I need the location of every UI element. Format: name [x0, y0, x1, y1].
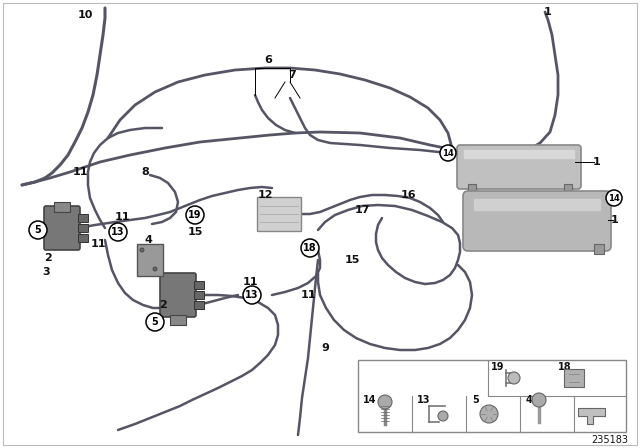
- Circle shape: [153, 267, 157, 271]
- Bar: [564, 184, 572, 192]
- Text: 13: 13: [111, 227, 125, 237]
- Text: 2: 2: [44, 253, 52, 263]
- Text: 1: 1: [593, 157, 601, 167]
- Circle shape: [243, 286, 261, 304]
- FancyBboxPatch shape: [564, 369, 584, 387]
- Bar: [358, 360, 626, 432]
- FancyBboxPatch shape: [257, 197, 301, 231]
- Circle shape: [186, 206, 204, 224]
- Text: 235183: 235183: [591, 435, 628, 445]
- Polygon shape: [464, 150, 574, 158]
- Text: 11: 11: [90, 239, 106, 249]
- FancyBboxPatch shape: [44, 206, 80, 250]
- Text: 13: 13: [417, 395, 431, 405]
- Text: 11: 11: [72, 167, 88, 177]
- Polygon shape: [474, 199, 600, 210]
- Bar: [54, 202, 70, 212]
- Text: 10: 10: [77, 10, 93, 20]
- Text: 4: 4: [144, 235, 152, 245]
- Text: 11: 11: [300, 290, 316, 300]
- Circle shape: [301, 239, 319, 257]
- Text: 15: 15: [188, 227, 203, 237]
- Circle shape: [606, 190, 622, 206]
- Text: 14: 14: [442, 148, 454, 158]
- Text: 2: 2: [159, 300, 167, 310]
- Bar: [78, 234, 88, 242]
- Text: 19: 19: [491, 362, 504, 372]
- Text: 12: 12: [257, 190, 273, 200]
- Circle shape: [480, 405, 498, 423]
- Text: 1: 1: [544, 7, 552, 17]
- Circle shape: [146, 313, 164, 331]
- Text: 16: 16: [400, 190, 416, 200]
- Text: 19: 19: [188, 210, 202, 220]
- Circle shape: [438, 411, 448, 421]
- FancyBboxPatch shape: [457, 145, 581, 189]
- Text: 14: 14: [608, 194, 620, 202]
- Polygon shape: [578, 408, 605, 424]
- Bar: [194, 301, 204, 309]
- Text: 4: 4: [526, 395, 532, 405]
- Circle shape: [140, 248, 144, 252]
- Bar: [170, 315, 186, 325]
- Text: 8: 8: [141, 167, 149, 177]
- Text: 1: 1: [611, 215, 619, 225]
- FancyBboxPatch shape: [463, 191, 611, 251]
- Bar: [78, 224, 88, 232]
- Circle shape: [29, 221, 47, 239]
- Text: 13: 13: [245, 290, 259, 300]
- Text: 7: 7: [288, 70, 296, 80]
- Bar: [468, 184, 476, 192]
- Text: 18: 18: [558, 362, 572, 372]
- Circle shape: [508, 372, 520, 384]
- Text: 9: 9: [321, 343, 329, 353]
- Bar: [594, 244, 604, 254]
- Text: 11: 11: [115, 212, 130, 222]
- Text: 15: 15: [344, 255, 360, 265]
- Text: 11: 11: [243, 277, 258, 287]
- Text: 14: 14: [363, 395, 376, 405]
- Bar: [194, 281, 204, 289]
- FancyBboxPatch shape: [160, 273, 196, 317]
- Bar: [194, 291, 204, 299]
- Text: 6: 6: [264, 55, 272, 65]
- FancyBboxPatch shape: [137, 244, 163, 276]
- Text: 18: 18: [303, 243, 317, 253]
- Circle shape: [378, 395, 392, 409]
- Text: 3: 3: [42, 267, 50, 277]
- Text: 5: 5: [152, 317, 158, 327]
- Text: 5: 5: [472, 395, 479, 405]
- Circle shape: [532, 393, 546, 407]
- Bar: [78, 214, 88, 222]
- Text: 5: 5: [35, 225, 42, 235]
- Text: 17: 17: [355, 205, 370, 215]
- Circle shape: [109, 223, 127, 241]
- Circle shape: [440, 145, 456, 161]
